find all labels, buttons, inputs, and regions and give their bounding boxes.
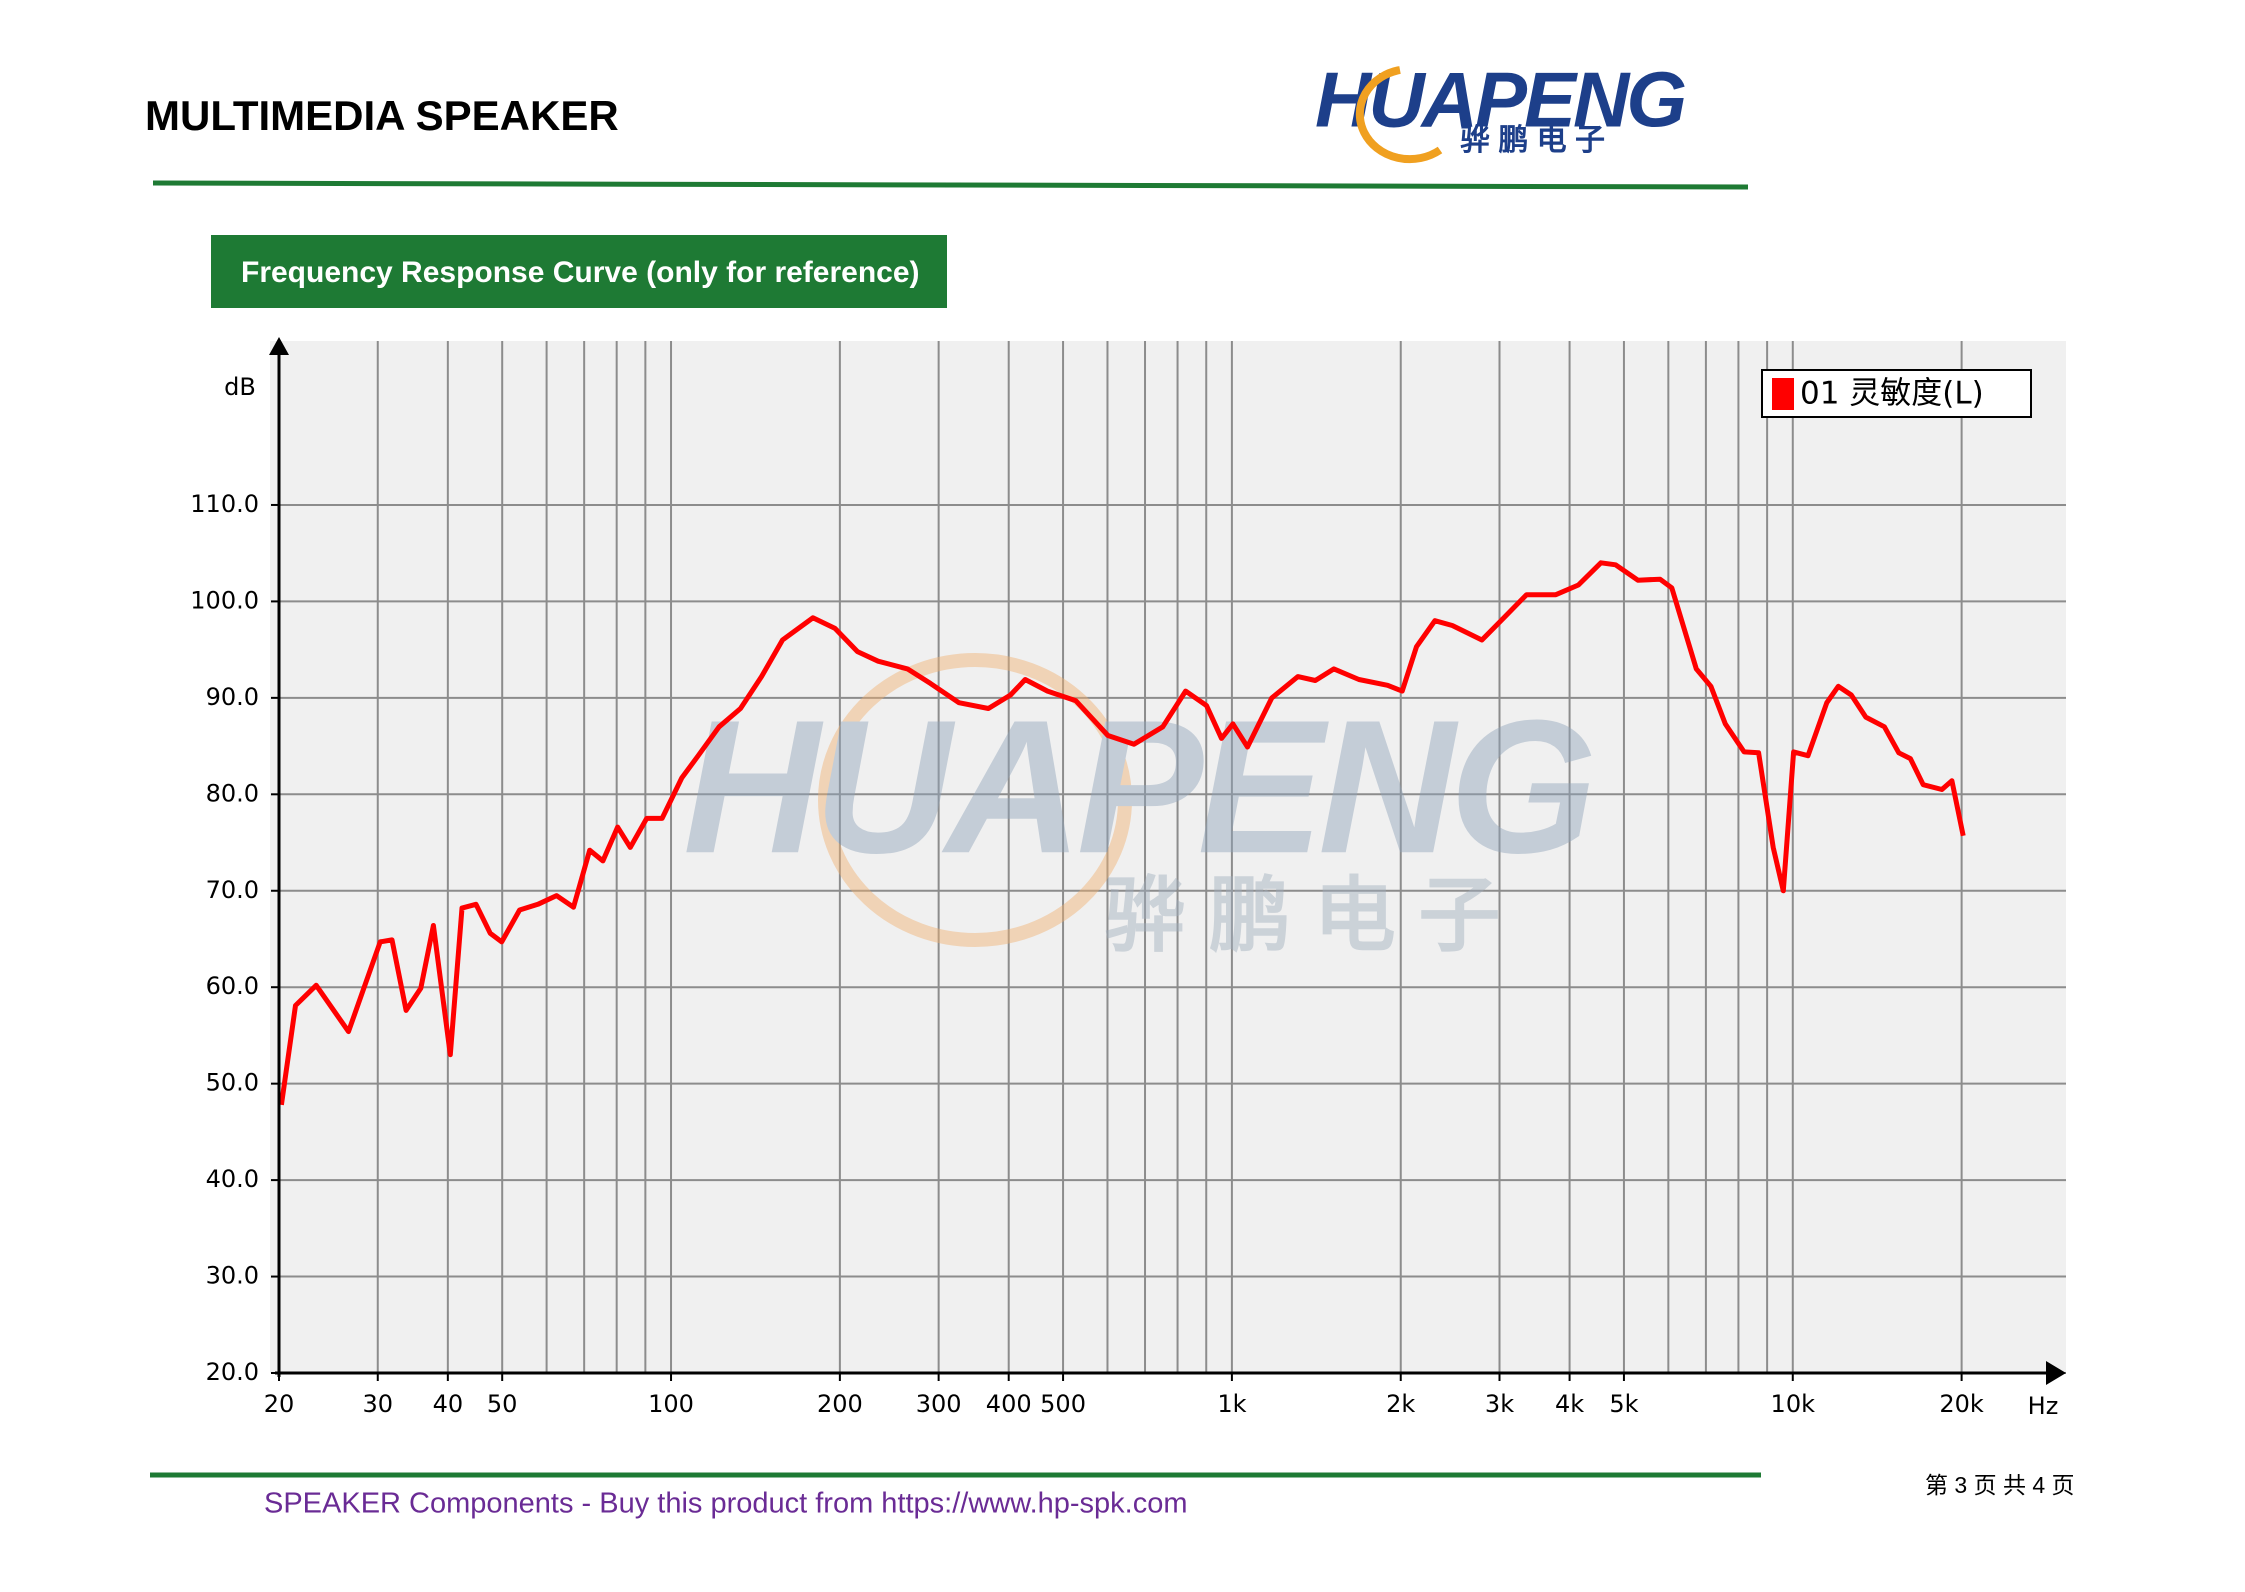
x-axis-arrow xyxy=(2046,1361,2066,1385)
y-tick-label: 60.0 xyxy=(206,972,259,1000)
x-tick-label: 5k xyxy=(1609,1390,1638,1418)
watermark: HUAPENG 骅 鹏 电 子 xyxy=(683,653,1597,962)
x-tick-label: 400 xyxy=(986,1390,1032,1418)
x-tick-label: 20k xyxy=(1939,1390,1984,1418)
logo-arc xyxy=(1355,66,1443,164)
x-tick-label: 300 xyxy=(916,1390,962,1418)
y-tick-label: 80.0 xyxy=(206,779,259,807)
legend-label: 01 灵敏度(L) xyxy=(1800,376,1984,412)
grid xyxy=(278,341,2066,1374)
y-tick-label: 20.0 xyxy=(206,1358,259,1386)
footer-text: SPEAKER Components - Buy this product fr… xyxy=(264,1488,1188,1520)
x-tick-label: 30 xyxy=(362,1390,393,1418)
x-tick-label: 2k xyxy=(1386,1390,1415,1418)
x-tick-label: 10k xyxy=(1771,1390,1816,1418)
legend-swatch xyxy=(1772,378,1794,410)
x-tick-label: 40 xyxy=(433,1390,464,1418)
y-axis-arrow xyxy=(269,337,289,355)
y-tick-label: 50.0 xyxy=(206,1069,259,1097)
logo: HUAPENG xyxy=(1315,56,1685,144)
page-number: 第 3 页 共 4 页 xyxy=(1925,1472,2075,1498)
watermark-arc xyxy=(818,653,1132,947)
section-title: Frequency Response Curve (only for refer… xyxy=(241,256,920,289)
logo-subtitle: 骅 鹏 电 子 xyxy=(1460,123,1605,157)
watermark-subtitle: 骅 鹏 电 子 xyxy=(1104,871,1500,962)
x-tick-label: 4k xyxy=(1555,1390,1584,1418)
y-tick-label: 90.0 xyxy=(206,683,259,711)
y-tick-label: 70.0 xyxy=(206,876,259,904)
y-tick-label: 40.0 xyxy=(206,1165,259,1193)
x-tick-label: 20 xyxy=(264,1390,295,1418)
x-tick-label: 1k xyxy=(1217,1390,1246,1418)
y-tick-label: 110.0 xyxy=(190,490,259,518)
response-curve xyxy=(278,560,1966,1106)
axes: 20.0 30.0 40.0 50.0 60.0 70.0 80.0 90.0 100.0 110… xyxy=(190,337,2066,1420)
watermark-name: HUAPENG xyxy=(683,681,1591,893)
y-axis-label: dB xyxy=(224,373,256,401)
legend-box xyxy=(1761,369,2032,418)
x-axis-label: Hz xyxy=(2028,1392,2059,1420)
x-tick-label: 200 xyxy=(817,1390,863,1418)
y-tick-label: 100.0 xyxy=(190,586,259,614)
x-tick-label: 3k xyxy=(1485,1390,1514,1418)
curves xyxy=(278,560,1966,1106)
section-title-box xyxy=(211,235,947,308)
x-tick-label: 100 xyxy=(648,1390,694,1418)
legend: 01 灵敏度(L) xyxy=(1761,369,2032,418)
header-rule xyxy=(152,180,1749,190)
x-tick-label: 50 xyxy=(487,1390,518,1418)
y-tick-label: 30.0 xyxy=(206,1262,259,1290)
page-title: MULTIMEDIA SPEAKER xyxy=(145,92,619,139)
x-tick-label: 500 xyxy=(1040,1390,1086,1418)
